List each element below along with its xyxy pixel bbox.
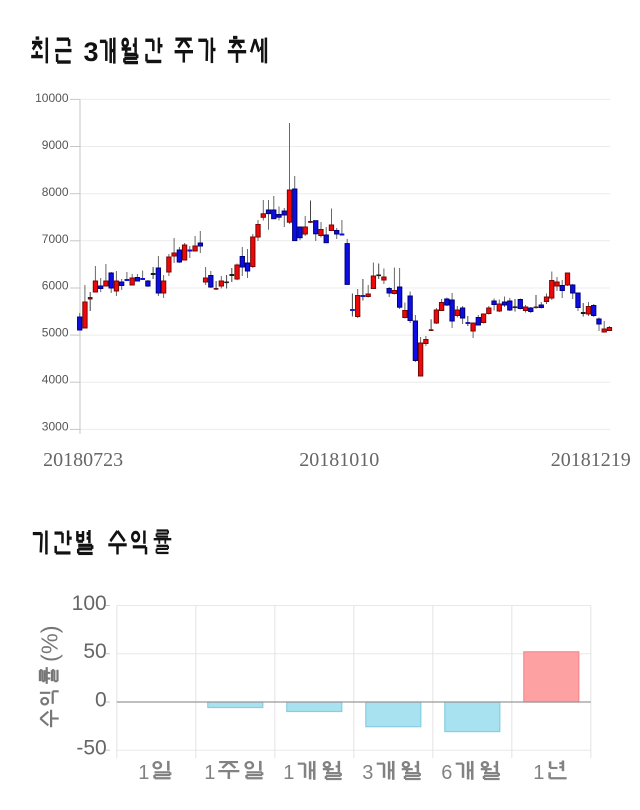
svg-text:6000: 6000 xyxy=(42,279,69,293)
svg-text:8000: 8000 xyxy=(42,185,69,199)
svg-text:(%): (%) xyxy=(37,625,63,662)
svg-text:5000: 5000 xyxy=(42,326,69,340)
svg-text:-50: -50 xyxy=(76,737,106,760)
svg-text:3: 3 xyxy=(83,37,98,67)
svg-text:6: 6 xyxy=(441,762,452,784)
svg-text:7000: 7000 xyxy=(42,232,69,246)
svg-text:1: 1 xyxy=(283,762,294,784)
svg-text:9000: 9000 xyxy=(42,138,69,152)
svg-text:4000: 4000 xyxy=(42,373,69,387)
svg-text:20181219: 20181219 xyxy=(551,449,631,471)
svg-text:3000: 3000 xyxy=(42,419,69,433)
svg-text:0: 0 xyxy=(95,688,107,711)
svg-text:20180723: 20180723 xyxy=(43,449,123,471)
svg-text:1: 1 xyxy=(204,762,215,784)
svg-text:20181010: 20181010 xyxy=(299,449,379,471)
svg-text:3: 3 xyxy=(362,762,373,784)
svg-text:50: 50 xyxy=(83,640,106,663)
svg-text:100: 100 xyxy=(72,592,107,615)
svg-text:10000: 10000 xyxy=(35,91,69,105)
svg-text:1: 1 xyxy=(533,762,544,784)
svg-text:1: 1 xyxy=(138,762,149,784)
